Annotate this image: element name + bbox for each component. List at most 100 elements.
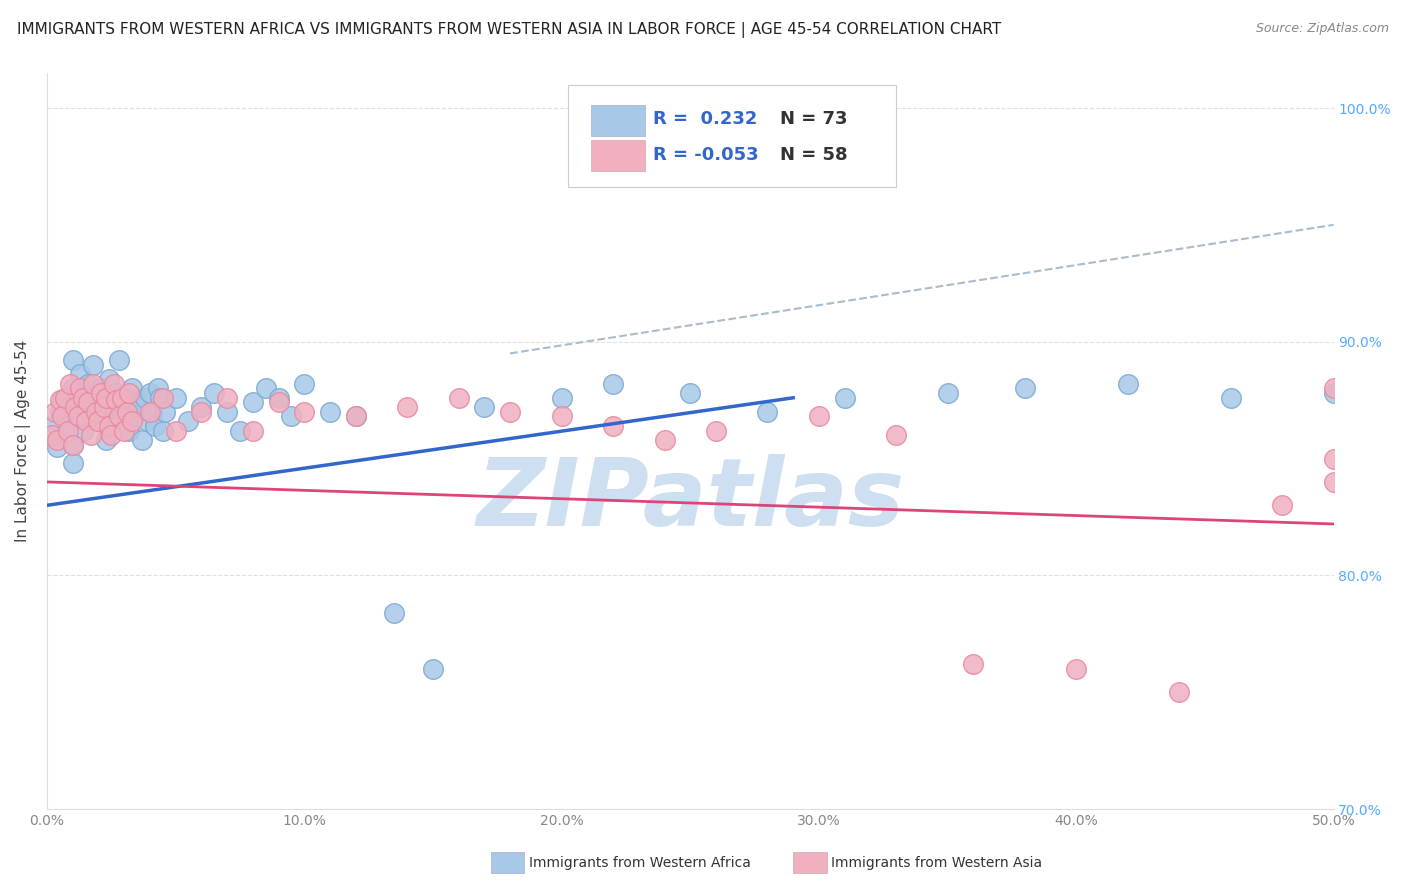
Text: Immigrants from Western Africa: Immigrants from Western Africa — [529, 855, 751, 870]
Point — [121, 381, 143, 395]
Point — [69, 368, 91, 382]
Point — [59, 400, 82, 414]
Point — [41, 428, 63, 442]
Point — [1322, 877, 1344, 891]
Text: N = 73: N = 73 — [780, 111, 848, 128]
Point — [190, 400, 212, 414]
Point — [292, 405, 315, 419]
Point — [93, 400, 115, 414]
Point — [90, 386, 112, 401]
Point — [499, 405, 522, 419]
Point — [344, 409, 367, 424]
Point — [936, 386, 959, 401]
Point — [46, 433, 69, 447]
Point — [267, 391, 290, 405]
Point — [217, 391, 239, 405]
Point — [77, 376, 100, 391]
Point — [75, 414, 97, 428]
Point — [105, 386, 128, 401]
Point — [229, 424, 252, 438]
Point — [93, 400, 115, 414]
Point — [884, 428, 907, 442]
Point — [1064, 662, 1087, 676]
Point — [1322, 386, 1344, 401]
Point — [704, 424, 727, 438]
Point — [77, 395, 100, 409]
Point — [87, 414, 110, 428]
Point — [62, 381, 84, 395]
Point — [962, 657, 984, 672]
Point — [118, 386, 141, 401]
Point — [134, 391, 156, 405]
Point — [62, 456, 84, 470]
Point — [124, 409, 146, 424]
Point — [654, 433, 676, 447]
Point — [807, 409, 830, 424]
Point — [66, 386, 89, 401]
Point — [242, 395, 264, 409]
Point — [679, 386, 702, 401]
Point — [280, 409, 302, 424]
Point — [108, 353, 131, 368]
Point — [756, 405, 779, 419]
Point — [97, 418, 120, 433]
Point — [202, 386, 225, 401]
Point — [65, 400, 87, 414]
Point — [1322, 475, 1344, 489]
Point — [115, 391, 138, 405]
Text: N = 58: N = 58 — [780, 145, 848, 164]
Point — [128, 400, 150, 414]
Point — [44, 417, 66, 431]
Point — [69, 381, 91, 395]
Point — [267, 395, 290, 409]
Point — [149, 391, 172, 405]
Point — [1322, 381, 1344, 395]
Point — [550, 391, 572, 405]
Point — [190, 405, 212, 419]
Point — [112, 400, 135, 414]
Point — [75, 393, 97, 408]
Text: ZIPatlas: ZIPatlas — [477, 454, 904, 546]
Point — [100, 428, 122, 442]
Point — [447, 391, 470, 405]
Point — [66, 409, 89, 424]
Point — [131, 433, 153, 447]
Point — [96, 391, 118, 405]
Point — [62, 437, 84, 451]
Text: Source: ZipAtlas.com: Source: ZipAtlas.com — [1256, 22, 1389, 36]
FancyBboxPatch shape — [591, 140, 645, 171]
Point — [155, 405, 177, 419]
Point — [110, 409, 132, 424]
Point — [422, 662, 444, 676]
Text: R =  0.232: R = 0.232 — [652, 111, 758, 128]
Point — [72, 424, 94, 438]
Point — [59, 376, 82, 391]
Point — [165, 424, 187, 438]
Text: IMMIGRANTS FROM WESTERN AFRICA VS IMMIGRANTS FROM WESTERN ASIA IN LABOR FORCE | : IMMIGRANTS FROM WESTERN AFRICA VS IMMIGR… — [17, 22, 1001, 38]
Point — [103, 414, 125, 428]
Point — [51, 409, 73, 424]
Point — [108, 409, 131, 424]
Point — [139, 405, 162, 419]
Point — [62, 437, 84, 451]
Point — [344, 409, 367, 424]
Point — [53, 409, 76, 424]
Point — [177, 414, 200, 428]
Point — [44, 405, 66, 419]
Point — [1271, 498, 1294, 512]
Point — [121, 414, 143, 428]
Point — [474, 400, 496, 414]
Point — [146, 381, 169, 395]
Point — [51, 393, 73, 408]
Point — [87, 391, 110, 405]
Point — [550, 409, 572, 424]
Point — [56, 424, 79, 438]
Point — [112, 424, 135, 438]
Y-axis label: In Labor Force | Age 45-54: In Labor Force | Age 45-54 — [15, 340, 31, 542]
Point — [82, 376, 104, 391]
Point — [139, 386, 162, 401]
Text: Immigrants from Western Asia: Immigrants from Western Asia — [831, 855, 1042, 870]
Point — [1322, 451, 1344, 466]
Point — [84, 405, 107, 419]
Point — [834, 391, 856, 405]
